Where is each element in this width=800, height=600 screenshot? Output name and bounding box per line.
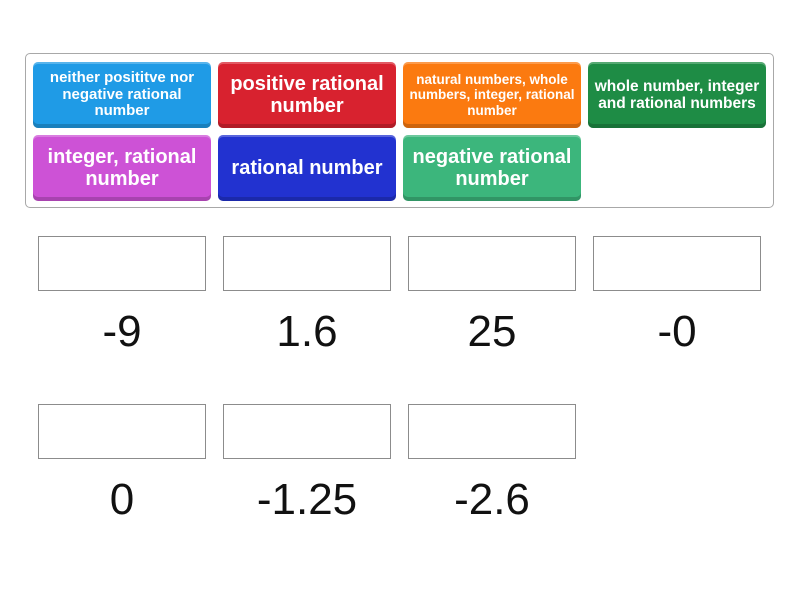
tile-neither-positive-nor-negative[interactable]: neither posititve nor negative rational …	[33, 62, 211, 128]
target-label: -9	[102, 307, 142, 356]
drop-zone-7[interactable]	[408, 404, 576, 459]
drop-zone-5[interactable]	[38, 404, 206, 459]
tile-rational[interactable]: rational number	[218, 135, 396, 201]
tile-integer-rational[interactable]: integer, rational number	[33, 135, 211, 201]
drop-zone-2[interactable]	[223, 236, 391, 291]
drop-zone-4[interactable]	[593, 236, 761, 291]
target-label: -0	[657, 307, 697, 356]
drop-zone-6[interactable]	[223, 404, 391, 459]
tile-natural-whole-integer-rational[interactable]: natural numbers, whole numbers, integer,…	[403, 62, 581, 128]
target-label: 25	[467, 307, 517, 356]
drop-zone-3[interactable]	[408, 236, 576, 291]
target-label: -1.25	[256, 475, 358, 524]
answer-tray	[25, 53, 774, 208]
target-label: -2.6	[454, 475, 530, 524]
drop-zone-1[interactable]	[38, 236, 206, 291]
tile-whole-integer-rational[interactable]: whole number, integer and rational numbe…	[588, 62, 766, 128]
target-label: 1.6	[276, 307, 338, 356]
tile-negative-rational[interactable]: negative rational number	[403, 135, 581, 201]
target-label: 0	[109, 475, 135, 524]
tile-positive-rational[interactable]: positive rational number	[218, 62, 396, 128]
